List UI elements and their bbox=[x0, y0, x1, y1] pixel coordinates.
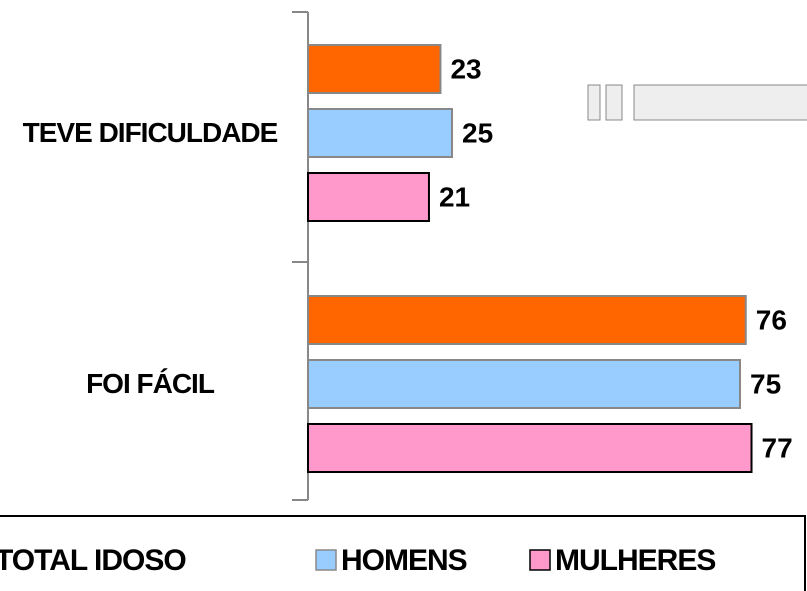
legend-label: HOMENS bbox=[341, 544, 467, 577]
bar bbox=[307, 44, 442, 94]
bar bbox=[307, 108, 453, 158]
decor-box bbox=[587, 84, 601, 121]
legend-box bbox=[0, 515, 806, 591]
decor-box bbox=[605, 84, 623, 121]
value-label: 23 bbox=[450, 53, 481, 84]
bar bbox=[307, 295, 747, 345]
value-label: 21 bbox=[439, 181, 470, 212]
bar bbox=[307, 423, 753, 473]
value-label: 25 bbox=[462, 117, 493, 148]
legend-swatch bbox=[529, 549, 551, 571]
value-label: 75 bbox=[750, 368, 781, 399]
legend-label: TOTAL IDOSO bbox=[0, 544, 186, 577]
bar bbox=[307, 359, 741, 409]
decor-box bbox=[633, 84, 807, 121]
category-label: FOI FÁCIL bbox=[86, 368, 215, 399]
bar bbox=[307, 172, 430, 222]
value-label: 77 bbox=[762, 432, 793, 463]
legend-label: MULHERES bbox=[555, 544, 715, 577]
legend-swatch bbox=[315, 549, 337, 571]
category-label: TEVE DIFICULDADE bbox=[22, 117, 279, 148]
value-label: 76 bbox=[756, 304, 787, 335]
